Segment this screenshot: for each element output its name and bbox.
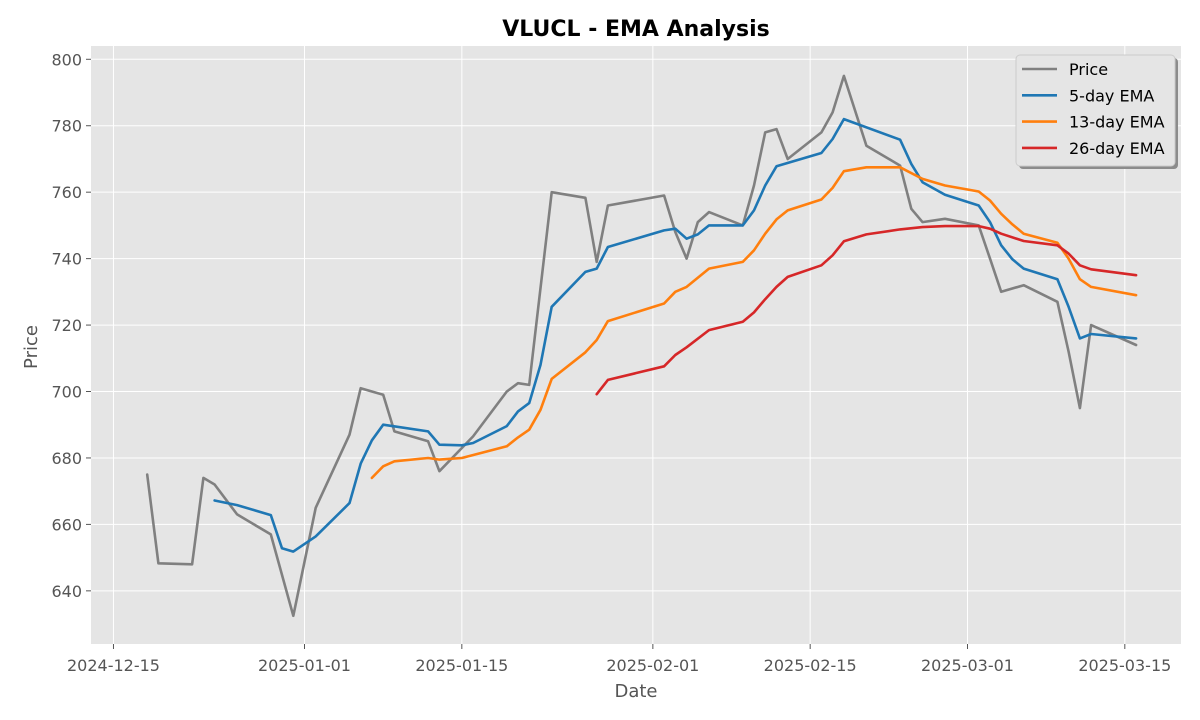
series-line-price	[145, 74, 1138, 618]
x-tick-label: 2025-01-01	[258, 656, 351, 675]
series-lines	[145, 74, 1138, 618]
legend-box	[1015, 54, 1176, 167]
axis-ticks: 640 660 680 700 720 740 760 780 800 2024-12-15 202…	[51, 50, 1171, 675]
y-tick-label: 740	[51, 250, 82, 269]
legend-label: 26-day EMA	[1069, 139, 1165, 158]
y-tick-label: 640	[51, 582, 82, 601]
legend-label: 13-day EMA	[1069, 113, 1165, 132]
series-line-26-day-ema	[595, 224, 1138, 396]
y-tick-label: 660	[51, 515, 82, 534]
x-tick-label: 2025-03-01	[921, 656, 1014, 675]
y-tick-label: 700	[51, 383, 82, 402]
y-tick-label: 780	[51, 117, 82, 136]
legend-label: Price	[1069, 60, 1108, 79]
chart-title: VLUCL - EMA Analysis	[502, 17, 770, 42]
y-tick-label: 760	[51, 183, 82, 202]
y-tick-label: 680	[51, 449, 82, 468]
x-tick-label: 2025-02-15	[764, 656, 857, 675]
x-tick-label: 2025-01-15	[415, 656, 508, 675]
y-tick-label: 720	[51, 316, 82, 335]
x-tick-label: 2024-12-15	[67, 656, 160, 675]
series-line-13-day-ema	[370, 166, 1138, 480]
x-tick-label: 2025-03-15	[1078, 656, 1171, 675]
y-tick-label: 800	[51, 50, 82, 69]
y-axis-label: Price	[21, 325, 42, 369]
series-line-5-day-ema	[213, 117, 1138, 553]
legend: Price 5-day EMA 13-day EMA 26-day EMA	[1015, 54, 1178, 169]
x-tick-label: 2025-02-01	[606, 656, 699, 675]
x-axis-label: Date	[614, 681, 657, 702]
legend-label: 5-day EMA	[1069, 86, 1154, 105]
